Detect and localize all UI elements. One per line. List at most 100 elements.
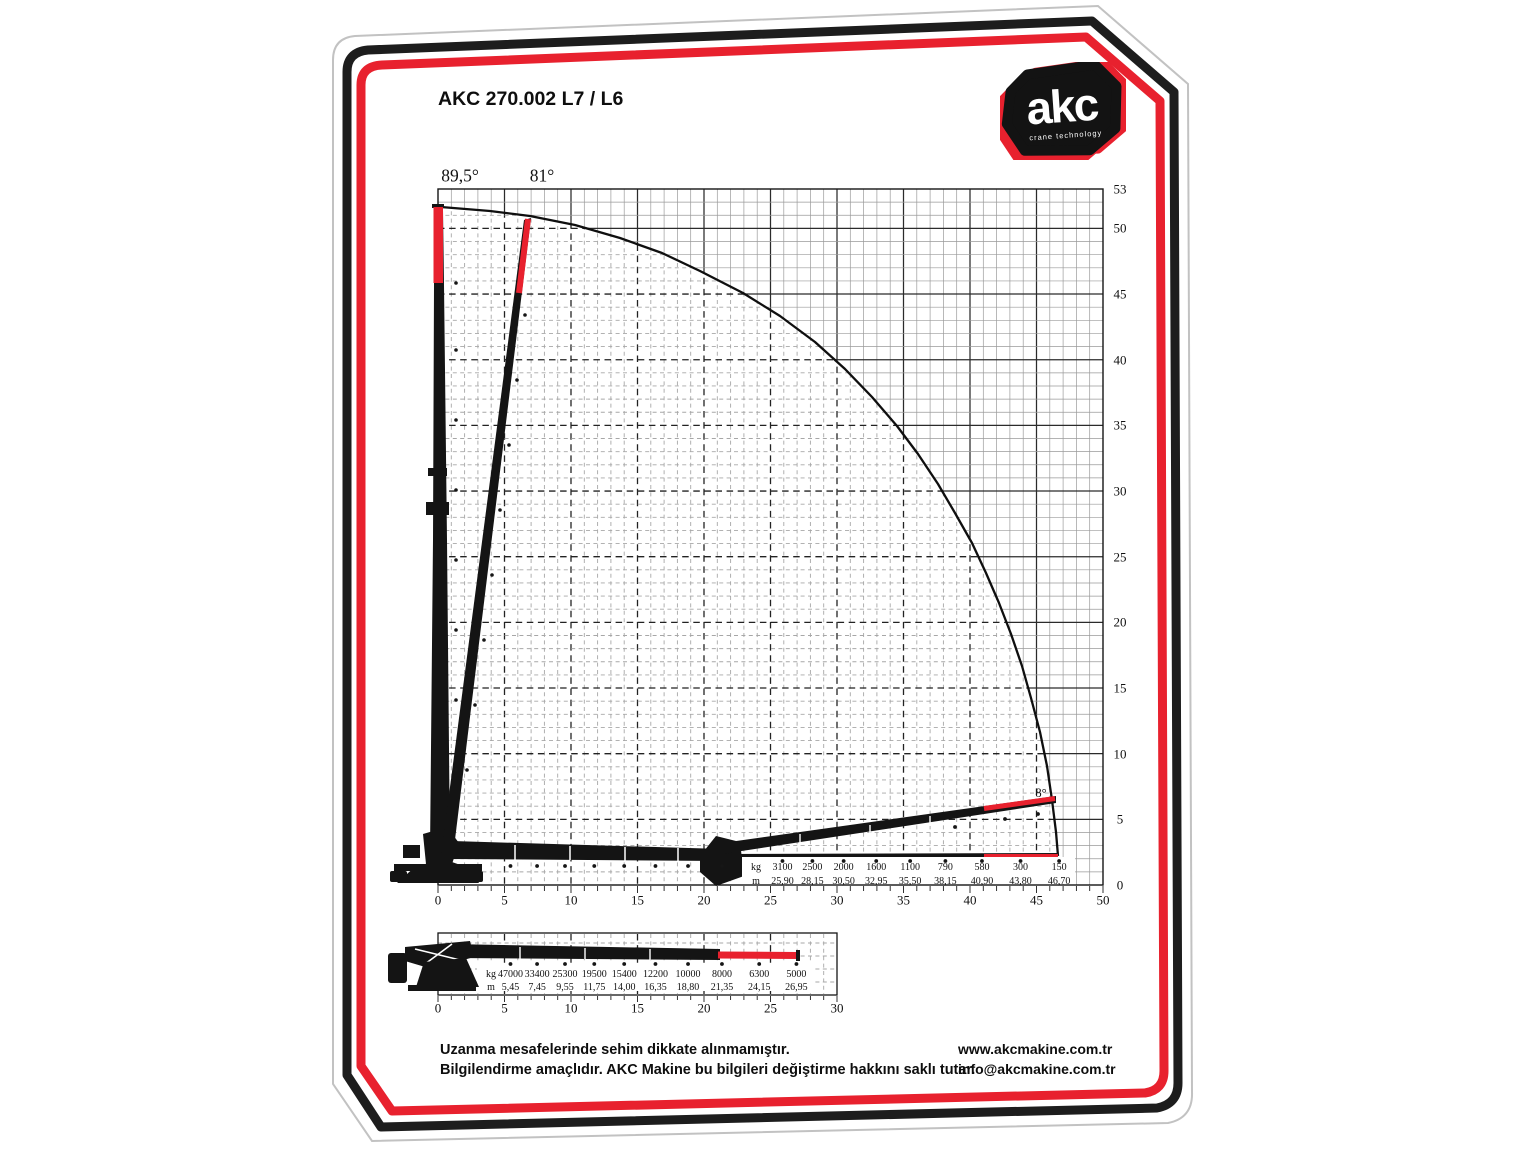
jib-8deg xyxy=(722,796,1056,854)
main-table-m-value: 38,15 xyxy=(934,876,957,887)
extension-marker-dots-main xyxy=(454,281,1062,868)
page-title: AKC 270.002 L7 / L6 xyxy=(438,88,624,110)
main-y-tick-label: 30 xyxy=(1113,483,1127,499)
crane-side-view-main xyxy=(390,204,1058,886)
lower-table-kg-value: 19500 xyxy=(581,969,607,980)
main-x-tick-label: 25 xyxy=(764,892,777,908)
lower-boom-end-cap xyxy=(796,950,800,961)
main-table-m-label: m xyxy=(752,876,760,887)
main-table-m-value: 30,50 xyxy=(832,876,855,887)
lower-x-tick-label: 25 xyxy=(764,1000,777,1016)
lower-crane-pedestal xyxy=(416,958,479,987)
footer-disclaimer-line2: Bilgilendirme amaçlıdır. AKC Makine bu b… xyxy=(440,1062,976,1078)
lower-table-m-value: 14,00 xyxy=(612,982,636,993)
main-x-tick-label: 30 xyxy=(830,892,844,908)
lower-table-m-value: 16,35 xyxy=(644,982,667,993)
main-table-kg-value: 3100 xyxy=(772,862,793,873)
lower-table-m-value: 21,35 xyxy=(710,982,734,993)
main-table-kg-value: 1100 xyxy=(900,862,920,873)
main-y-tick-label: 45 xyxy=(1113,286,1127,302)
main-table-kg-value: 300 xyxy=(1013,862,1029,873)
lower-table-m-value: 18,80 xyxy=(676,982,700,993)
main-y-tick-label: 50 xyxy=(1113,220,1127,236)
lower-table-kg-value: 8000 xyxy=(711,969,732,980)
boom-horizontal xyxy=(452,841,722,861)
main-table-m-value: 40,90 xyxy=(970,876,994,887)
lower-table-kg-value: 6300 xyxy=(749,969,770,980)
lower-table-m-value: 24,15 xyxy=(747,982,771,993)
main-x-tick-label: 15 xyxy=(631,892,644,908)
jib-8deg-red-tip xyxy=(983,796,1056,811)
working-envelope-curve xyxy=(440,205,1060,857)
main-table-m-value: 32,95 xyxy=(864,876,888,887)
boom-89deg-red-tip xyxy=(433,207,443,283)
akc-logo-graphic: akc crane technology xyxy=(995,58,1130,164)
extension-marker-dots-lower xyxy=(508,962,799,966)
main-table-kg-value: 790 xyxy=(937,862,953,873)
main-table-m-value: 43,80 xyxy=(1009,876,1032,887)
lower-table-kg-value: 25300 xyxy=(552,969,578,980)
main-table-kg-value: 150 xyxy=(1051,862,1067,873)
boom-angle-label-81: 81° xyxy=(529,165,555,186)
crane-side-view-lower xyxy=(388,941,800,991)
main-x-tick-label: 5 xyxy=(501,892,508,908)
main-y-tick-label: 5 xyxy=(1116,811,1124,827)
lower-table-kg-value: 10000 xyxy=(675,969,701,980)
lower-x-tick-label: 30 xyxy=(830,1000,844,1016)
boom-81deg xyxy=(441,218,531,856)
lower-table-kg-value: 33400 xyxy=(524,969,550,980)
main-x-tick-label: 40 xyxy=(963,892,977,908)
lower-table-m-value: 7,45 xyxy=(528,982,546,993)
lower-table-m-label: m xyxy=(487,982,495,993)
lower-x-tick-label: 0 xyxy=(434,1000,442,1016)
lower-x-tick-label: 15 xyxy=(631,1000,644,1016)
lower-table-m-value: 11,75 xyxy=(583,982,606,993)
lower-table-m-value: 9,55 xyxy=(556,982,574,993)
red-border-band xyxy=(356,32,1169,1116)
main-table-m-value: 28,15 xyxy=(801,876,824,887)
lower-table-m-value: 5,45 xyxy=(501,982,520,993)
main-y-tick-label: 53 xyxy=(1113,181,1127,197)
boom-89deg xyxy=(430,210,450,852)
lower-crane-foot xyxy=(408,985,476,991)
main-x-tick-label: 20 xyxy=(697,892,711,908)
main-x-tick-label: 45 xyxy=(1030,892,1043,908)
main-y-tick-label: 40 xyxy=(1113,352,1127,368)
main-table-kg-value: 2500 xyxy=(802,862,823,873)
lower-table-kg-value: 5000 xyxy=(786,969,807,980)
main-table-m-value: 25,90 xyxy=(771,876,794,887)
lower-table-kg-label: kg xyxy=(486,969,496,980)
lower-x-tick-label: 5 xyxy=(501,1000,508,1016)
lower-table-m-value: 26,95 xyxy=(785,982,808,993)
lower-table-kg-value: 12200 xyxy=(642,969,668,980)
main-table-kg-value: 580 xyxy=(974,862,990,873)
footer-disclaimer-line1: Uzanma mesafelerinde sehim dikkate alınm… xyxy=(440,1042,790,1058)
main-x-axis-ticks xyxy=(437,886,1104,893)
main-y-tick-label: 25 xyxy=(1113,549,1127,565)
main-table-m-value: 35,50 xyxy=(898,876,922,887)
main-y-tick-label: 0 xyxy=(1116,877,1124,893)
main-y-tick-label: 35 xyxy=(1113,417,1127,433)
akc-logo: akc crane technology xyxy=(995,58,1130,164)
main-table-kg-value: 2000 xyxy=(833,862,854,873)
main-y-tick-label: 10 xyxy=(1113,746,1127,762)
lower-x-tick-label: 10 xyxy=(564,1000,578,1016)
main-x-tick-label: 0 xyxy=(434,892,442,908)
main-x-tick-label: 35 xyxy=(897,892,910,908)
lower-x-axis-ticks xyxy=(437,996,838,1002)
main-y-tick-label: 15 xyxy=(1113,680,1127,696)
boom-81deg-red-tip xyxy=(516,218,531,294)
lower-load-table-bg xyxy=(477,963,813,991)
main-x-tick-label: 50 xyxy=(1096,892,1110,908)
lower-counterweight xyxy=(388,953,407,983)
logo-black-shield xyxy=(1001,59,1122,156)
main-table-kg-label: kg xyxy=(751,862,761,873)
main-table-kg-value: 1600 xyxy=(866,862,887,873)
outrigger-foot-right xyxy=(466,871,483,882)
lower-table-kg-value: 47000 xyxy=(497,969,523,980)
main-y-tick-label: 20 xyxy=(1113,614,1127,630)
footer-website: www.akcmakine.com.tr xyxy=(958,1041,1113,1057)
black-border-band xyxy=(342,16,1183,1132)
